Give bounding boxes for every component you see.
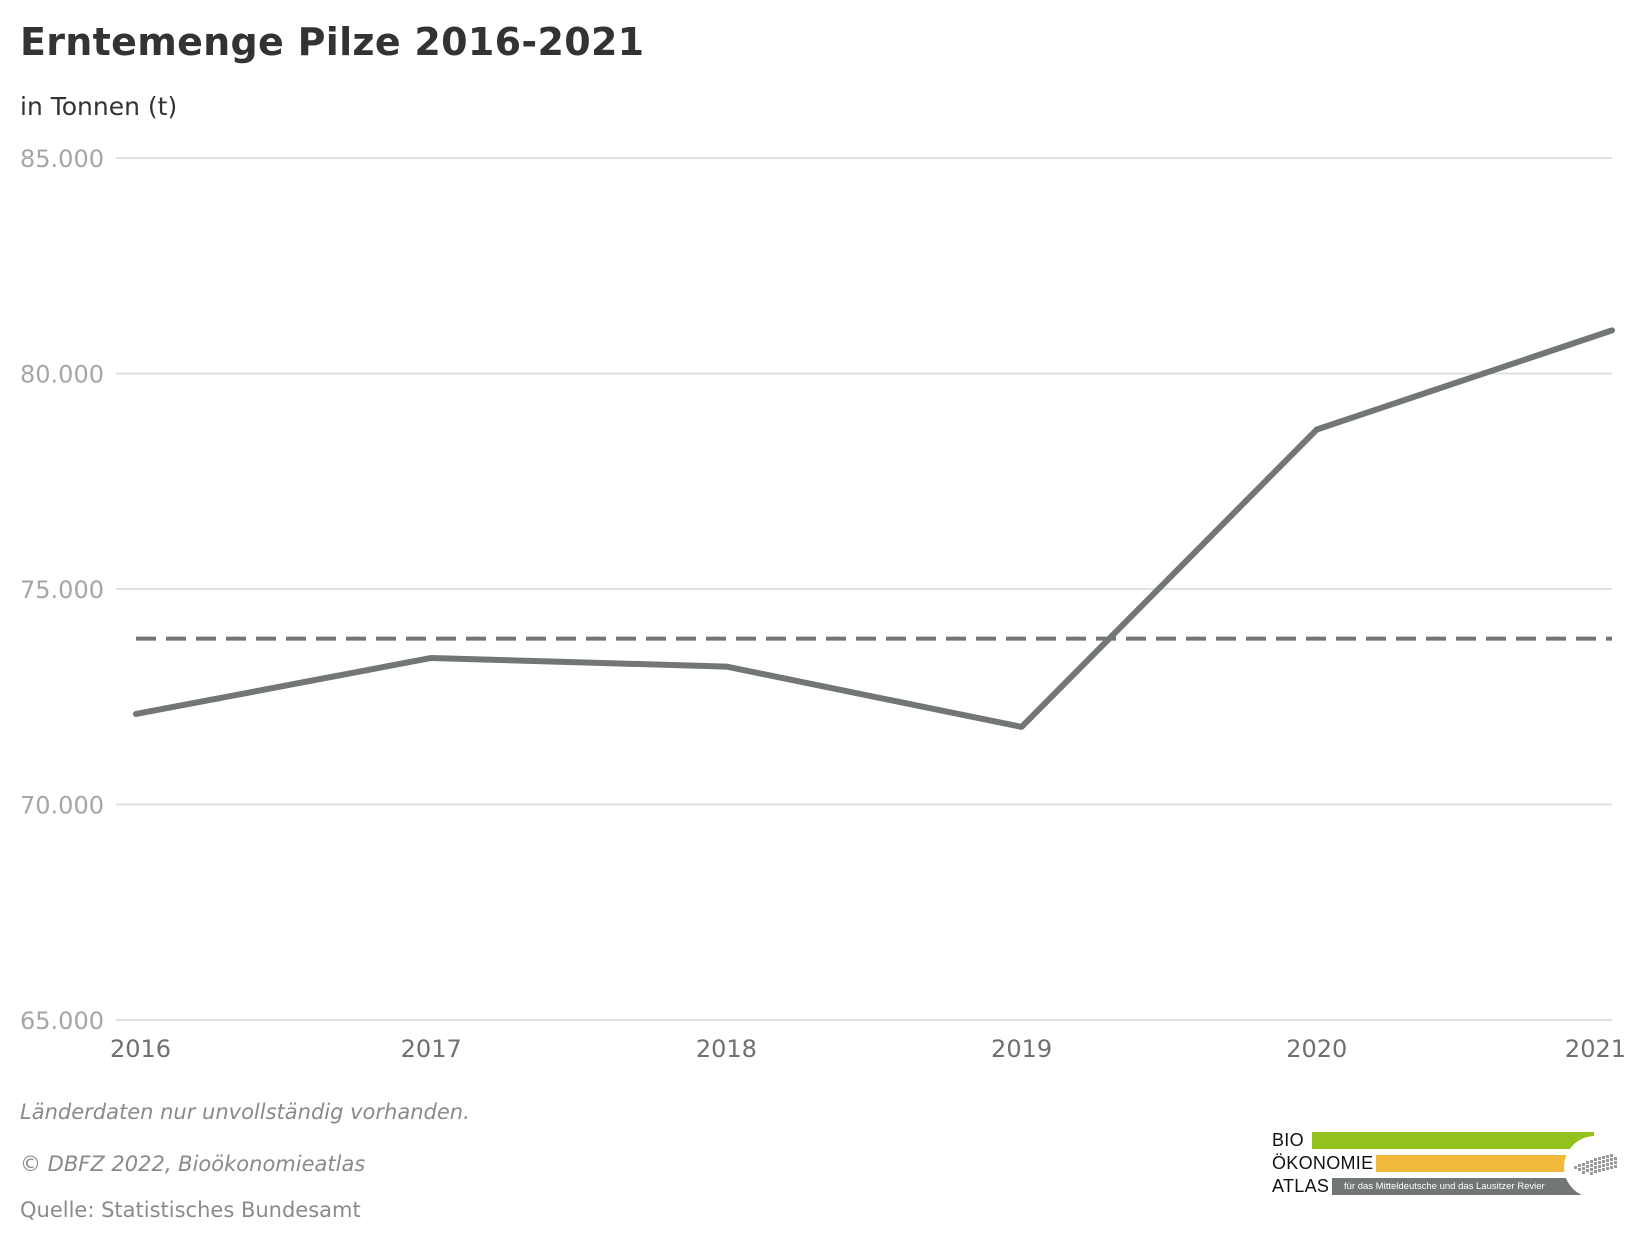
data-note: Länderdaten nur unvollständig vorhanden. xyxy=(20,1100,470,1124)
chart-subtitle: in Tonnen (t) xyxy=(20,92,178,121)
source-note: Quelle: Statistisches Bundesamt xyxy=(20,1198,361,1222)
logo-tagline: für das Mitteldeutsche und das Lausitzer… xyxy=(1344,1181,1545,1192)
y-axis-ticks: 85.000 80.000 75.000 70.000 65.000 xyxy=(20,145,104,1035)
logo-row-atlas: ATLAS für das Mitteldeutsche und das Lau… xyxy=(1272,1176,1622,1197)
x-tick-label: 2017 xyxy=(401,1035,462,1063)
copyright-note: © DBFZ 2022, Bioökonomieatlas xyxy=(20,1152,366,1176)
logo-yellow-bar xyxy=(1376,1155,1588,1172)
y-tick-label: 65.000 xyxy=(20,1007,104,1035)
gridlines xyxy=(116,157,1612,1021)
y-tick-label: 85.000 xyxy=(20,145,104,173)
logo-row-bio: BIO xyxy=(1272,1130,1622,1151)
bioeconomy-atlas-logo: BIO ÖKONOMIE ATLAS für das Mitteldeutsch… xyxy=(1272,1130,1626,1198)
chart-title: Erntemenge Pilze 2016-2021 xyxy=(20,20,645,64)
logo-word-atlas: ATLAS xyxy=(1272,1176,1330,1196)
series-line xyxy=(133,327,1615,730)
region-map-icon xyxy=(1564,1136,1626,1198)
y-tick-label: 75.000 xyxy=(20,576,104,604)
logo-row-oekonomie: ÖKONOMIE xyxy=(1272,1153,1622,1174)
x-tick-label: 2018 xyxy=(696,1035,757,1063)
x-tick-label: 2020 xyxy=(1286,1035,1347,1063)
x-tick-label: 2021 xyxy=(1565,1035,1626,1063)
logo-word-bio: BIO xyxy=(1272,1130,1304,1150)
y-tick-label: 80.000 xyxy=(20,361,104,389)
logo-gray-bar: für das Mitteldeutsche und das Lausitzer… xyxy=(1332,1178,1582,1195)
logo-green-bar xyxy=(1312,1132,1594,1149)
y-tick-label: 70.000 xyxy=(20,792,104,820)
series-layer xyxy=(133,327,1615,730)
x-tick-label: 2016 xyxy=(110,1035,171,1063)
x-axis-ticks: 2016 2017 2018 2019 2020 2021 xyxy=(110,1035,1626,1063)
logo-word-oekonomie: ÖKONOMIE xyxy=(1272,1153,1374,1173)
x-tick-label: 2019 xyxy=(991,1035,1052,1063)
